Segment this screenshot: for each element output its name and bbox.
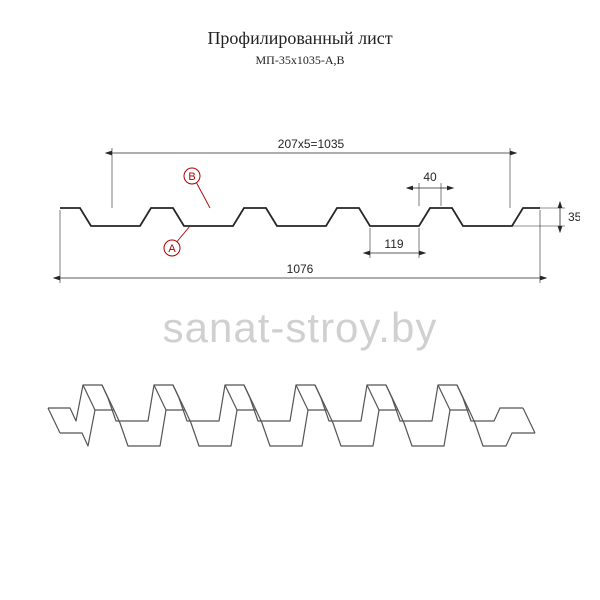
dim-pitch-label: 207x5=1035 xyxy=(278,137,345,151)
dim-valley-label: 119 xyxy=(384,237,403,251)
profile-section-diagram: 207x5=1035 40 B A 119 1076 xyxy=(20,98,580,298)
marker-b-label: B xyxy=(188,171,195,183)
profile-isometric-diagram xyxy=(40,338,560,478)
marker-b: B xyxy=(184,168,210,208)
page-subtitle: МП-35x1035-А,В xyxy=(0,53,600,68)
dim-crest: 40 xyxy=(413,170,447,206)
profile-cross-section xyxy=(60,208,540,226)
marker-a: A xyxy=(164,226,190,256)
subtitle-text: МП-35x1035-А,В xyxy=(256,53,345,67)
dim-pitch: 207x5=1035 xyxy=(112,137,510,208)
title-text: Профилированный лист xyxy=(207,28,392,48)
dim-crest-label: 40 xyxy=(423,170,437,184)
dim-valley: 119 xyxy=(370,228,419,258)
marker-a-label: A xyxy=(168,243,176,255)
page-title: Профилированный лист xyxy=(0,28,600,49)
dim-overall: 1076 xyxy=(60,210,540,283)
dim-height-label: 35 xyxy=(568,210,580,224)
dim-overall-label: 1076 xyxy=(287,262,314,276)
